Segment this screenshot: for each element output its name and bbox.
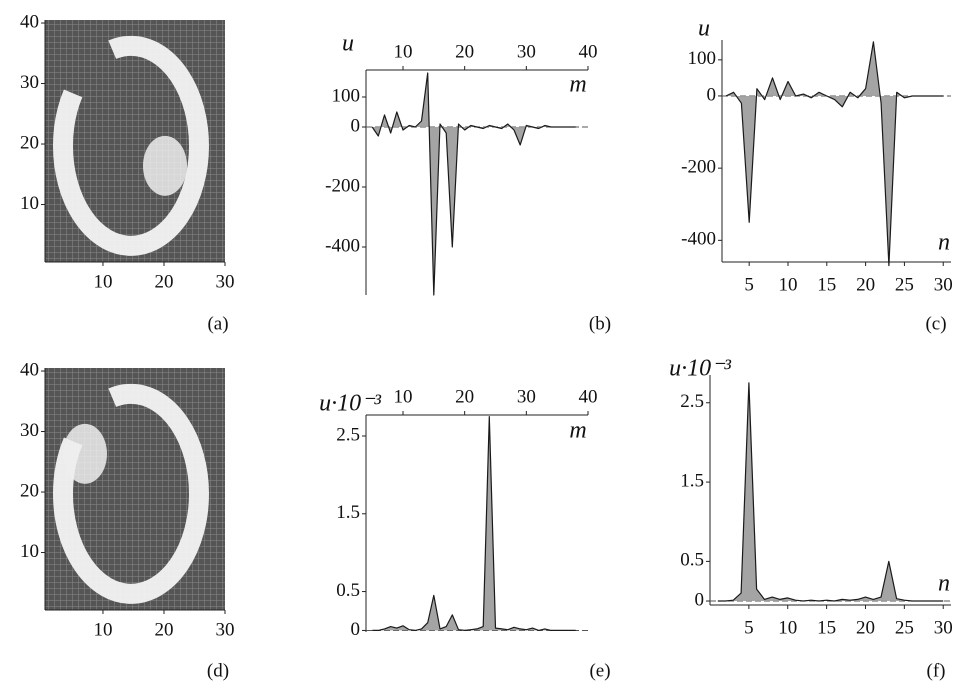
x-tick-label: 30 [517,41,536,62]
x-tick-label: 10 [394,41,413,62]
caption: (d) [207,660,229,681]
y-tick-label: -400 [681,229,716,250]
y-tick-label: 1.5 [680,470,704,491]
x-tick-label: 5 [744,274,754,295]
caption: (a) [207,313,228,334]
x-tick-label: 15 [817,617,836,638]
y-axis-label: u [342,31,354,57]
x-tick-label: 30 [517,386,536,407]
panel: (e) 10 20 30 40 0 0.5 1.5 2.5 u·10⁻³ m [319,386,610,681]
x-tick-label: 25 [895,274,914,295]
series-profile [371,72,576,296]
y-tick-label: 30 [20,420,39,441]
x-tick-label: 10 [394,386,413,407]
panel: (f) 5 10 15 20 25 30 0 0.5 1.5 2.5 u·10⁻³ n [669,356,953,682]
y-tick-label: 20 [20,480,39,501]
y-tick-label: 100 [332,85,361,106]
panel: (b) 10 20 30 40 100 0 -200 -400 u m [325,31,611,335]
x-tick-label: 10 [93,271,112,292]
y-tick-label: 0.5 [680,550,704,571]
y-tick-label: -400 [325,235,360,256]
bright-ring [53,383,209,604]
series-profile [717,382,944,602]
x-tick-label: 30 [934,274,953,295]
x-tick-label: 10 [778,274,797,295]
y-tick-label: 100 [688,48,717,69]
x-axis-label: n [938,230,950,256]
x-tick-label: 20 [154,271,173,292]
y-axis-label: u·10⁻³ [319,391,382,417]
y-tick-label: 40 [20,359,39,380]
x-tick-label: 10 [93,619,112,640]
x-tick-label: 30 [216,619,235,640]
y-tick-label: 30 [20,72,39,93]
caption: (e) [589,660,610,681]
y-tick-label: 2.5 [336,424,360,445]
y-tick-label: 10 [20,541,39,562]
caption: (b) [589,313,611,334]
bright-ring [53,35,209,256]
x-axis-label: m [569,72,586,98]
y-tick-label: 0.5 [336,580,360,601]
x-tick-label: 30 [216,271,235,292]
y-tick-label: 0 [695,589,705,610]
y-tick-label: -200 [681,157,716,178]
x-tick-label: 20 [455,41,474,62]
y-tick-label: 20 [20,132,39,153]
y-axis-label: u [698,16,710,42]
y-axis-label: u·10⁻³ [669,356,732,382]
x-tick-label: 40 [579,41,598,62]
x-tick-label: 20 [856,274,875,295]
x-tick-label: 25 [895,617,914,638]
y-tick-label: 10 [20,193,39,214]
bright-blob [63,423,107,484]
series-profile [725,41,944,267]
x-tick-label: 20 [455,386,474,407]
x-tick-label: 30 [934,617,953,638]
y-tick-label: 0 [707,84,717,105]
x-tick-label: 10 [778,617,797,638]
x-axis-label: m [569,418,586,444]
panel: (d) 10 20 30 10 20 30 40 [20,359,235,681]
series-profile [372,416,576,631]
bright-blob [143,135,187,196]
caption: (c) [925,313,946,334]
panel: (a) 10 20 30 10 20 30 40 [20,11,235,334]
y-tick-label: 0 [351,115,361,136]
y-tick-label: -200 [325,175,360,196]
x-tick-label: 5 [744,617,754,638]
caption: (f) [927,660,946,681]
x-tick-label: 15 [817,274,836,295]
x-tick-label: 20 [154,619,173,640]
y-tick-label: 40 [20,11,39,32]
x-tick-label: 40 [579,386,598,407]
x-axis-label: n [938,571,950,597]
x-tick-label: 20 [856,617,875,638]
panel: (c) 5 10 15 20 25 30 100 0 -200 -400 u n [681,16,953,335]
y-tick-label: 0 [351,619,361,640]
y-tick-label: 2.5 [680,391,704,412]
y-tick-label: 1.5 [336,502,360,523]
